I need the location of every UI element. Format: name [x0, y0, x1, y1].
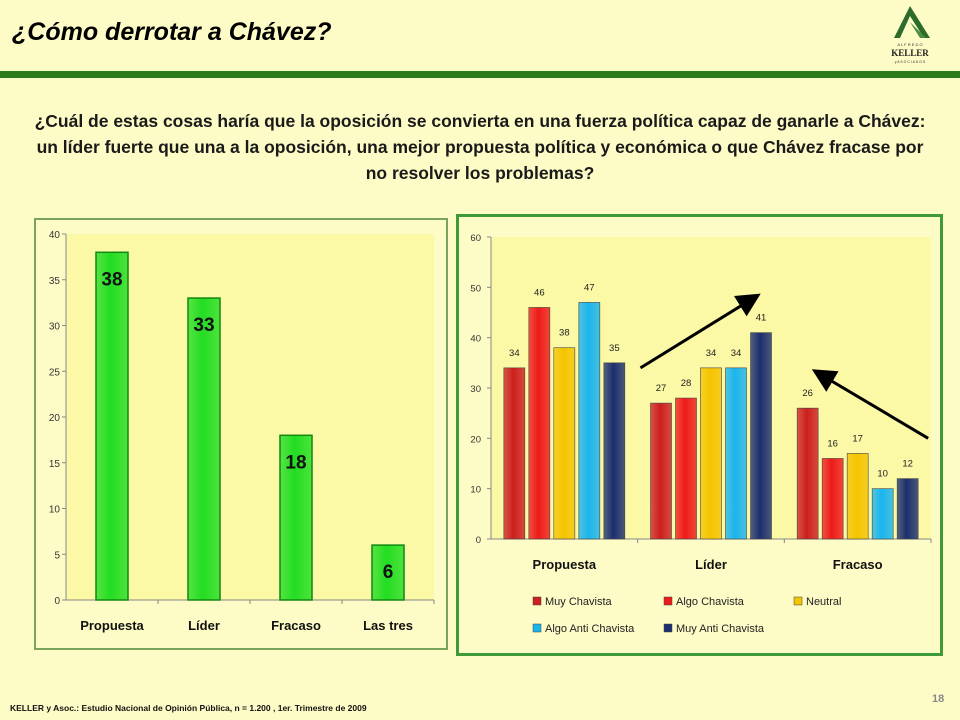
y-tick-label: 10: [470, 485, 481, 496]
x-tick-label: Fracaso: [271, 618, 321, 633]
bar-value-label: 34: [509, 348, 520, 359]
bar-value-label: 10: [877, 469, 888, 480]
legend-swatch: [793, 596, 803, 606]
source-note: KELLER y Asoc.: Estudio Nacional de Opin…: [10, 703, 367, 713]
survey-question: ¿Cuál de estas cosas haría que la oposic…: [34, 111, 926, 183]
y-tick-label: 20: [49, 413, 61, 424]
y-tick-label: 60: [470, 233, 481, 244]
bar-value-label: 34: [731, 348, 742, 359]
bar-value-label: 38: [101, 269, 122, 290]
chart-overall: 0 5 10 15 20 25 30 35 40 38 Propuesta 33 Líder 18 Frac…: [49, 230, 435, 633]
bar: [95, 251, 129, 601]
bar: [796, 407, 819, 540]
bar-value-label: 27: [656, 383, 667, 394]
bar-value-label: 6: [383, 562, 394, 583]
bar-value-label: 33: [193, 315, 214, 336]
chart-overall-box: 0 5 10 15 20 25 30 35 40 38 Propuesta 33 Líder 18 Frac…: [34, 218, 448, 650]
bar: [700, 367, 722, 540]
logo-bottom-text: y A S O C I A D O S: [895, 60, 926, 64]
x-tick-label: Líder: [188, 618, 220, 633]
y-tick-label: 5: [54, 550, 60, 561]
chart-by-segment-box: 0 10 20 30 40 50 60 34 46 38 47 35 Propuesta 27 28 34 34…: [456, 214, 943, 656]
bar-value-label: 35: [609, 343, 620, 354]
trend-arrow-left: [811, 369, 929, 440]
x-tick-label: Propuesta: [80, 618, 144, 633]
y-tick-label: 30: [470, 384, 481, 395]
bar-value-label: 17: [852, 433, 863, 444]
y-tick-label: 20: [470, 434, 481, 445]
trend-arrow-up: [639, 293, 761, 370]
logo-mark: [894, 6, 930, 38]
bar: [725, 367, 747, 540]
logo-mark-accent: [910, 22, 926, 38]
bar: [750, 332, 772, 540]
x-tick-label: Propuesta: [533, 557, 597, 572]
y-tick-label: 10: [49, 505, 61, 516]
bar-value-label: 28: [681, 378, 692, 389]
bar: [846, 453, 869, 540]
legend: Muy Chavista Algo Chavista Neutral Algo Ant…: [532, 596, 841, 635]
legend-swatch: [532, 623, 542, 633]
page-number: 18: [932, 693, 945, 705]
bar: [578, 302, 601, 540]
bar: [371, 544, 405, 601]
bar: [896, 478, 919, 540]
y-tick-label: 30: [49, 322, 61, 333]
bar: [553, 347, 576, 540]
logo-name-text: KELLER: [891, 48, 929, 58]
bar-value-label: 12: [902, 459, 913, 470]
legend-label: Muy Chavista: [545, 596, 613, 608]
legend-label: Neutral: [806, 596, 841, 608]
logo-top-text: A L F R E D O: [897, 42, 922, 47]
y-tick-label: 40: [49, 230, 61, 241]
bar-value-label: 46: [534, 287, 545, 298]
y-tick-label: 15: [49, 459, 61, 470]
bar: [528, 307, 551, 540]
y-tick-label: 40: [470, 334, 481, 345]
bar-value-label: 16: [827, 438, 838, 449]
bar-value-label: 18: [285, 452, 306, 473]
bar: [821, 458, 844, 540]
bar: [675, 397, 697, 540]
y-tick-label: 35: [49, 276, 61, 287]
bar: [503, 367, 526, 540]
keller-logo: A L F R E D O KELLER y A S O C I A D O S: [891, 6, 930, 64]
page-title: ¿Cómo derrotar a Chávez?: [12, 18, 332, 46]
x-tick-label: Líder: [695, 557, 727, 572]
y-tick-label: 25: [49, 367, 61, 378]
bar-value-label: 34: [706, 348, 717, 359]
chart-by-segment: 0 10 20 30 40 50 60 34 46 38 47 35 Propuesta 27 28 34 34…: [470, 233, 932, 635]
bar-value-label: 47: [584, 282, 595, 293]
x-tick-label: Fracaso: [833, 557, 883, 572]
bar-value-label: 26: [802, 388, 813, 399]
y-tick-label: 0: [54, 596, 60, 607]
legend-label: Muy Anti Chavista: [676, 623, 765, 635]
legend-swatch: [663, 623, 673, 633]
bar: [603, 362, 626, 540]
legend-label: Algo Chavista: [676, 596, 745, 608]
bar-value-label: 38: [559, 328, 570, 339]
legend-swatch: [663, 596, 673, 606]
legend-swatch: [532, 596, 542, 606]
bar: [279, 434, 313, 601]
y-tick-label: 0: [476, 535, 481, 546]
x-tick-label: Las tres: [363, 618, 413, 633]
bar-value-label: 41: [756, 313, 767, 324]
bar: [187, 297, 221, 601]
header-rule: [0, 71, 960, 78]
y-tick-label: 50: [470, 283, 481, 294]
bar: [650, 402, 672, 540]
bar: [871, 488, 894, 540]
legend-label: Algo Anti Chavista: [545, 623, 635, 635]
